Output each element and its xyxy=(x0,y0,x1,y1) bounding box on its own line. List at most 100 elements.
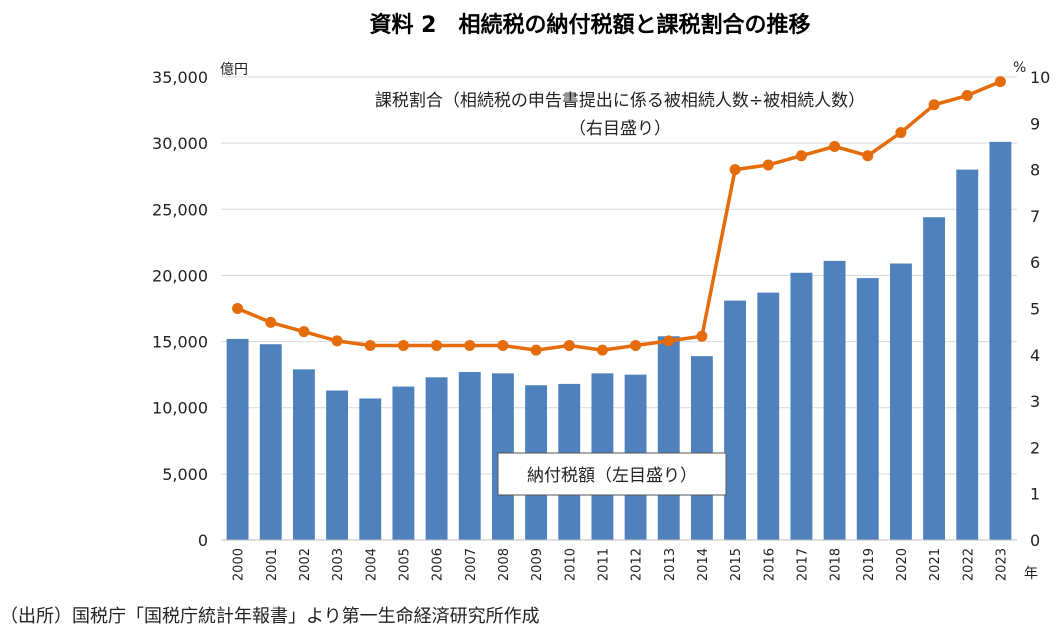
line-point xyxy=(232,303,244,314)
right-axis-tick-label: 1 xyxy=(1030,485,1040,504)
line-point xyxy=(994,76,1006,88)
x-tick-label: 2015 xyxy=(729,548,744,581)
line-point xyxy=(431,340,443,352)
bar xyxy=(292,369,315,540)
bar xyxy=(989,141,1012,540)
x-tick-label: 2021 xyxy=(928,548,943,581)
left-axis-unit: 億円 xyxy=(220,62,248,78)
line-point xyxy=(829,140,841,152)
left-axis-tick-label: 15,000 xyxy=(152,333,208,352)
x-tick-label: 2001 xyxy=(265,548,280,581)
source-note: （出所）国税庁「国税庁統計年報書」より第一生命経済研究所作成 xyxy=(0,606,540,627)
line-point xyxy=(530,344,542,356)
right-axis-tick-label: 4 xyxy=(1030,346,1040,365)
line-point xyxy=(497,340,509,352)
bar-series xyxy=(226,141,1012,541)
line-point xyxy=(364,340,376,352)
x-tick-label: 2022 xyxy=(961,548,976,581)
left-axis-tick-label: 30,000 xyxy=(152,134,208,153)
line-point xyxy=(397,340,409,352)
x-tick-label: 2006 xyxy=(431,548,446,581)
bar xyxy=(392,386,415,540)
line-series-label-line2: （右目盛り） xyxy=(569,119,671,139)
x-tick-label: 2007 xyxy=(464,548,479,581)
right-axis-tick-label: 2 xyxy=(1030,438,1040,457)
bar xyxy=(425,377,448,540)
line-point xyxy=(331,335,343,347)
line-point xyxy=(729,164,741,176)
line-point xyxy=(563,340,575,352)
bar xyxy=(359,398,382,540)
bar xyxy=(823,260,846,540)
line-point xyxy=(928,99,940,111)
x-tick-label: 2011 xyxy=(596,548,611,581)
bar xyxy=(889,263,912,540)
x-tick-label: 2014 xyxy=(696,548,711,581)
x-tick-label: 2000 xyxy=(232,548,247,581)
bar-series-label: 納付税額（左目盛り） xyxy=(527,466,697,486)
x-tick-label: 2009 xyxy=(530,548,545,581)
axes: 0 5,000 10,000 15,000 20,000 25,000 30,000 35,0… xyxy=(152,68,1050,581)
bar xyxy=(657,336,680,540)
x-tick-label: 2016 xyxy=(762,548,777,581)
line-point xyxy=(596,344,608,356)
bar xyxy=(790,272,813,540)
left-axis-tick-label: 0 xyxy=(198,531,208,550)
line-point xyxy=(265,316,277,328)
line-series xyxy=(232,76,1006,356)
bar xyxy=(326,390,349,540)
x-tick-label: 2017 xyxy=(795,548,810,581)
x-tick-label: 2013 xyxy=(663,548,678,581)
line-point xyxy=(464,340,476,352)
x-tick-label: 2008 xyxy=(497,548,512,581)
left-axis-tick-label: 10,000 xyxy=(152,399,208,418)
right-axis-tick-label: 7 xyxy=(1030,207,1040,226)
line-point xyxy=(298,326,310,338)
x-axis-unit: 年 xyxy=(1024,566,1038,582)
x-tick-label: 2005 xyxy=(397,548,412,581)
bar xyxy=(757,292,780,540)
right-axis-tick-label: 3 xyxy=(1030,392,1040,411)
bar xyxy=(856,278,879,540)
line-point xyxy=(961,90,973,102)
line-point xyxy=(696,330,708,342)
x-tick-label: 2023 xyxy=(994,548,1009,581)
line-point xyxy=(795,150,807,162)
line-point xyxy=(895,127,907,139)
bar-series-label-box xyxy=(497,452,727,496)
bar xyxy=(690,356,713,540)
right-axis-tick-label: 9 xyxy=(1030,114,1040,133)
line-point xyxy=(762,159,774,171)
bar xyxy=(724,300,747,540)
x-tick-label: 2004 xyxy=(364,548,379,581)
x-tick-label: 2010 xyxy=(563,548,578,581)
chart-title: 資料 2 相続税の納付税額と課税割合の推移 xyxy=(370,12,811,38)
x-tick-label: 2003 xyxy=(331,548,346,581)
line-point xyxy=(630,340,642,352)
line-point xyxy=(663,335,675,347)
bar xyxy=(458,371,481,540)
right-axis-tick-label: 8 xyxy=(1030,161,1040,180)
x-tick-label: 2018 xyxy=(829,548,844,581)
left-axis-tick-label: 20,000 xyxy=(152,266,208,285)
series-line xyxy=(236,80,1002,352)
chart: 資料 2 相続税の納付税額と課税割合の推移 0 5,000 10,000 15,000… xyxy=(152,12,1050,582)
x-tick-label: 2019 xyxy=(862,548,877,581)
x-tick-label: 2020 xyxy=(895,548,910,581)
x-tick-label: 2012 xyxy=(630,548,645,581)
left-axis-tick-label: 5,000 xyxy=(162,465,208,484)
left-axis-tick-label: 25,000 xyxy=(152,200,208,219)
right-axis-tick-label: 0 xyxy=(1030,531,1040,550)
bar xyxy=(923,217,946,541)
left-axis-tick-label: 35,000 xyxy=(152,68,208,87)
bar xyxy=(226,338,249,540)
x-tick-label: 2002 xyxy=(298,548,313,581)
right-axis-tick-label: 5 xyxy=(1030,300,1040,319)
bar xyxy=(956,169,979,540)
bar xyxy=(259,344,282,540)
right-axis-tick-label: 10 xyxy=(1030,68,1050,87)
right-axis-unit: % xyxy=(1013,60,1026,76)
right-axis-tick-label: 6 xyxy=(1030,253,1040,272)
line-series-label: 課税割合（相続税の申告書提出に係る被相続人数÷被相続人数） xyxy=(375,91,865,111)
line-point xyxy=(862,150,874,162)
